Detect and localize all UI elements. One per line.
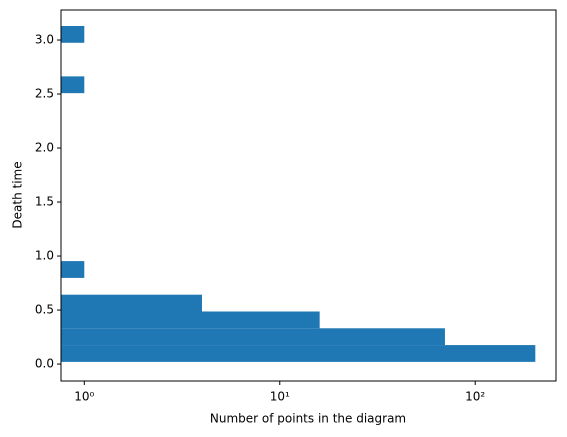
bar (61, 261, 85, 278)
y-tick-label: 0.5 (35, 303, 54, 317)
x-axis-label: Number of points in the diagram (210, 412, 406, 426)
x-tick-label: 10⁰ (74, 390, 94, 404)
y-axis-label: Death time (11, 161, 25, 228)
y-tick-label: 2.5 (35, 87, 54, 101)
y-tick-label: 1.0 (35, 249, 54, 263)
y-tick-label: 1.5 (35, 195, 54, 209)
bar (61, 76, 85, 94)
y-tick-label: 0.0 (35, 357, 54, 371)
bar (61, 345, 536, 362)
plot-frame (60, 9, 557, 382)
bar (61, 311, 320, 329)
bar (61, 328, 445, 346)
x-tick-label: 10¹ (270, 390, 290, 404)
bar (61, 294, 202, 312)
x-tick-label: 10² (465, 390, 485, 404)
bar (61, 25, 85, 43)
y-tick-label: 3.0 (35, 33, 54, 47)
y-tick-label: 2.0 (35, 141, 54, 155)
